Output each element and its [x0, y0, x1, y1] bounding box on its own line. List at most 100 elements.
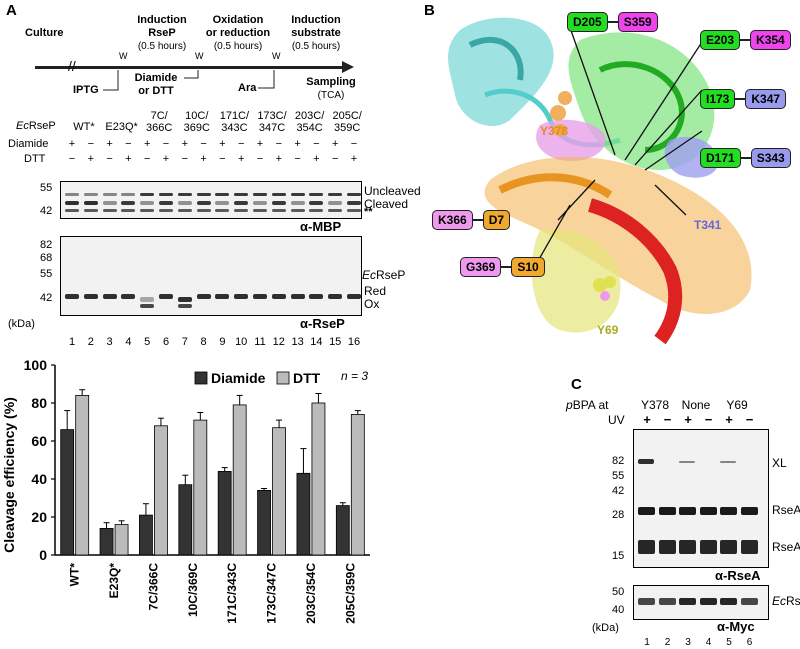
bar-diamide — [296, 472, 311, 556]
group-label: Y69 — [726, 398, 748, 412]
pair-right: K354 — [750, 30, 791, 50]
band-ox — [177, 304, 192, 308]
band-cleaved — [140, 201, 155, 205]
kda-label-a: (kDa) — [8, 318, 35, 330]
band-red — [215, 294, 230, 299]
pair-right: S343 — [750, 148, 791, 168]
band-rsea-dp — [658, 540, 676, 554]
band-red — [121, 294, 136, 299]
sampling-note: (TCA) — [317, 90, 345, 101]
band-rsea-dp — [679, 540, 696, 554]
pair-right: S10 — [511, 257, 545, 277]
yellow-domain — [531, 229, 621, 333]
dtt-sign: − — [256, 153, 264, 165]
rsea-marker-82: 82 — [612, 455, 625, 467]
band-xl — [638, 459, 654, 464]
strain-label: 7C/ 366C — [146, 110, 173, 134]
legend-label: DTT — [293, 370, 321, 386]
panel-c-letter: C — [571, 376, 582, 393]
rsea-marker-15: 15 — [612, 550, 625, 562]
rsea-marker-55: 55 — [612, 470, 625, 482]
band-uncleaved — [234, 193, 249, 196]
dtt-sign: + — [237, 153, 245, 165]
pair-k366-d7: K366 D7 — [432, 210, 511, 230]
pair-connector — [740, 157, 751, 159]
ecrsep-text: RseP — [376, 268, 406, 282]
strain-italic: Ec — [16, 120, 29, 132]
diamide-sign: + — [219, 138, 226, 150]
band-red — [177, 297, 192, 302]
wash-3: W — [272, 51, 281, 61]
band-stars — [290, 209, 305, 212]
band-stars — [271, 209, 286, 212]
mbp-marker-55: 55 — [40, 182, 53, 194]
band-rsea-fl — [638, 507, 655, 515]
dtt-sign: − — [294, 153, 301, 165]
band-uncleaved — [253, 193, 267, 196]
band-cleaved — [290, 201, 305, 205]
band-xl — [679, 461, 695, 463]
diamide-sign: + — [256, 138, 264, 150]
duration-3: (0.5 hours) — [291, 41, 341, 52]
lane-number: 9 — [219, 336, 226, 348]
band-red — [347, 294, 361, 299]
band-uncleaved — [215, 193, 230, 196]
x-tick-label: 203C/354C — [304, 563, 318, 624]
mbp-marker-42: 42 — [40, 205, 53, 217]
addition-ara: Ara — [238, 82, 257, 94]
band-uncleaved — [121, 193, 136, 196]
lane-number: 4 — [125, 336, 132, 348]
x-tick-label: 10C/369C — [186, 563, 200, 617]
lane-number: 3 — [106, 336, 113, 348]
group-label: None — [681, 398, 711, 412]
pair-d171-s343: D171 S343 — [700, 148, 791, 168]
y-tick-label: 100 — [24, 357, 48, 373]
lane-number: 12 — [272, 336, 285, 348]
pair-g369-s10: G369 S10 — [460, 257, 545, 277]
band-red — [290, 294, 305, 299]
legend-label: Diamide — [211, 370, 266, 386]
y-tick-label: 20 — [31, 509, 47, 525]
band-red — [328, 294, 343, 299]
band-red — [234, 294, 249, 299]
strain-label: WT* — [73, 121, 95, 133]
band-uncleaved — [196, 193, 211, 196]
band-stars — [196, 209, 211, 212]
ecrsep-hm-italic: Ec — [772, 594, 787, 608]
uv-sign: − — [704, 412, 713, 427]
band-rsea-fl — [740, 507, 758, 515]
band-cleaved — [83, 201, 98, 205]
lane-number: 5 — [726, 637, 732, 648]
rsep-antibody: α-RseP — [300, 316, 345, 331]
band-cleaved — [159, 201, 173, 205]
diamide-sign: + — [181, 138, 189, 150]
dtt-sign: + — [200, 153, 207, 165]
bar-dtt — [272, 427, 286, 556]
band-uncleaved — [328, 193, 343, 196]
annotation-ox: Ox — [364, 297, 380, 311]
bar-diamide — [178, 484, 193, 556]
annotation-uncleaved: Uncleaved — [364, 184, 421, 198]
lane-number: 1 — [644, 637, 650, 648]
band-rsep-hm — [740, 598, 758, 605]
x-tick-label: 205C/359C — [343, 563, 357, 624]
bar-diamide — [257, 489, 271, 556]
pair-left: K366 — [432, 210, 473, 230]
band-rsep-hm — [699, 598, 717, 605]
band-cleaved — [196, 201, 211, 205]
dtt-sign: + — [313, 153, 320, 165]
bar-dtt — [193, 419, 208, 556]
pair-connector — [501, 266, 512, 268]
duration-1: (0.5 hours) — [137, 41, 187, 52]
band-rsea-fl — [679, 507, 696, 515]
band-stars — [347, 209, 361, 212]
step-oxidation: Oxidation or reduction — [205, 14, 271, 39]
step-sampling: Sampling — [306, 76, 356, 88]
band-uncleaved — [140, 193, 155, 196]
pair-e203-k354: E203 K354 — [700, 30, 791, 50]
band-uncleaved — [290, 193, 305, 196]
band-rsea-dp — [720, 540, 737, 554]
y-tick-label: 60 — [31, 433, 47, 449]
lane-number: 14 — [310, 336, 323, 348]
wash-1: W — [119, 51, 128, 61]
